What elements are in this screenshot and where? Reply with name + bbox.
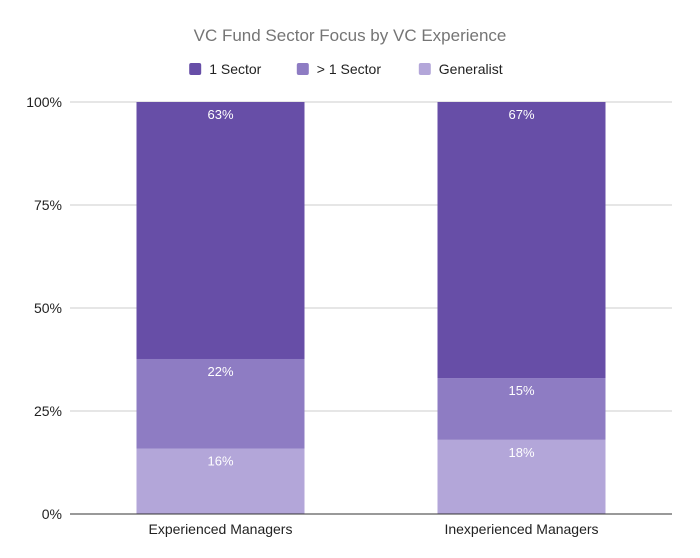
legend-swatch-1-sector: [296, 63, 309, 75]
y-tick-label: 100%: [26, 94, 62, 110]
y-axis: 0% 25% 50% 75% 100%: [26, 94, 62, 522]
bar-1-sector-inexperienced-managers: [437, 102, 606, 379]
y-tick-label: 50%: [34, 300, 62, 316]
legend-swatch-generalist: [418, 63, 431, 75]
chart-title: VC Fund Sector Focus by VC Experience: [194, 26, 507, 45]
data-labels: 16% 22% 63% 18% 15% 67%: [207, 107, 534, 469]
data-label: 15%: [508, 383, 534, 398]
bar-1-sector-inexperienced-managers: [437, 378, 606, 440]
y-tick-label: 75%: [34, 197, 62, 213]
data-label: 67%: [508, 107, 534, 122]
bars: [136, 102, 606, 514]
legend-label-generalist: Generalist: [439, 61, 503, 77]
data-label: 16%: [207, 454, 233, 469]
data-label: 18%: [508, 445, 534, 460]
x-tick-label: Experienced Managers: [149, 521, 293, 537]
legend: 1 Sector > 1 Sector Generalist: [189, 61, 503, 77]
legend-swatch-1-sector: [189, 63, 202, 75]
y-tick-label: 25%: [34, 403, 62, 419]
legend-label-1-sector: > 1 Sector: [317, 61, 382, 77]
bar-generalist-experienced-managers: [136, 448, 305, 514]
bar-1-sector-experienced-managers: [136, 358, 305, 449]
data-label: 63%: [207, 107, 233, 122]
x-tick-label: Inexperienced Managers: [444, 521, 598, 537]
x-axis: Experienced Managers Inexperienced Manage…: [70, 513, 672, 537]
y-tick-label: 0%: [42, 506, 62, 522]
bar-generalist-inexperienced-managers: [437, 439, 606, 514]
data-label: 22%: [207, 364, 233, 379]
legend-label-1-sector: 1 Sector: [209, 61, 261, 77]
bar-1-sector-experienced-managers: [136, 102, 305, 359]
